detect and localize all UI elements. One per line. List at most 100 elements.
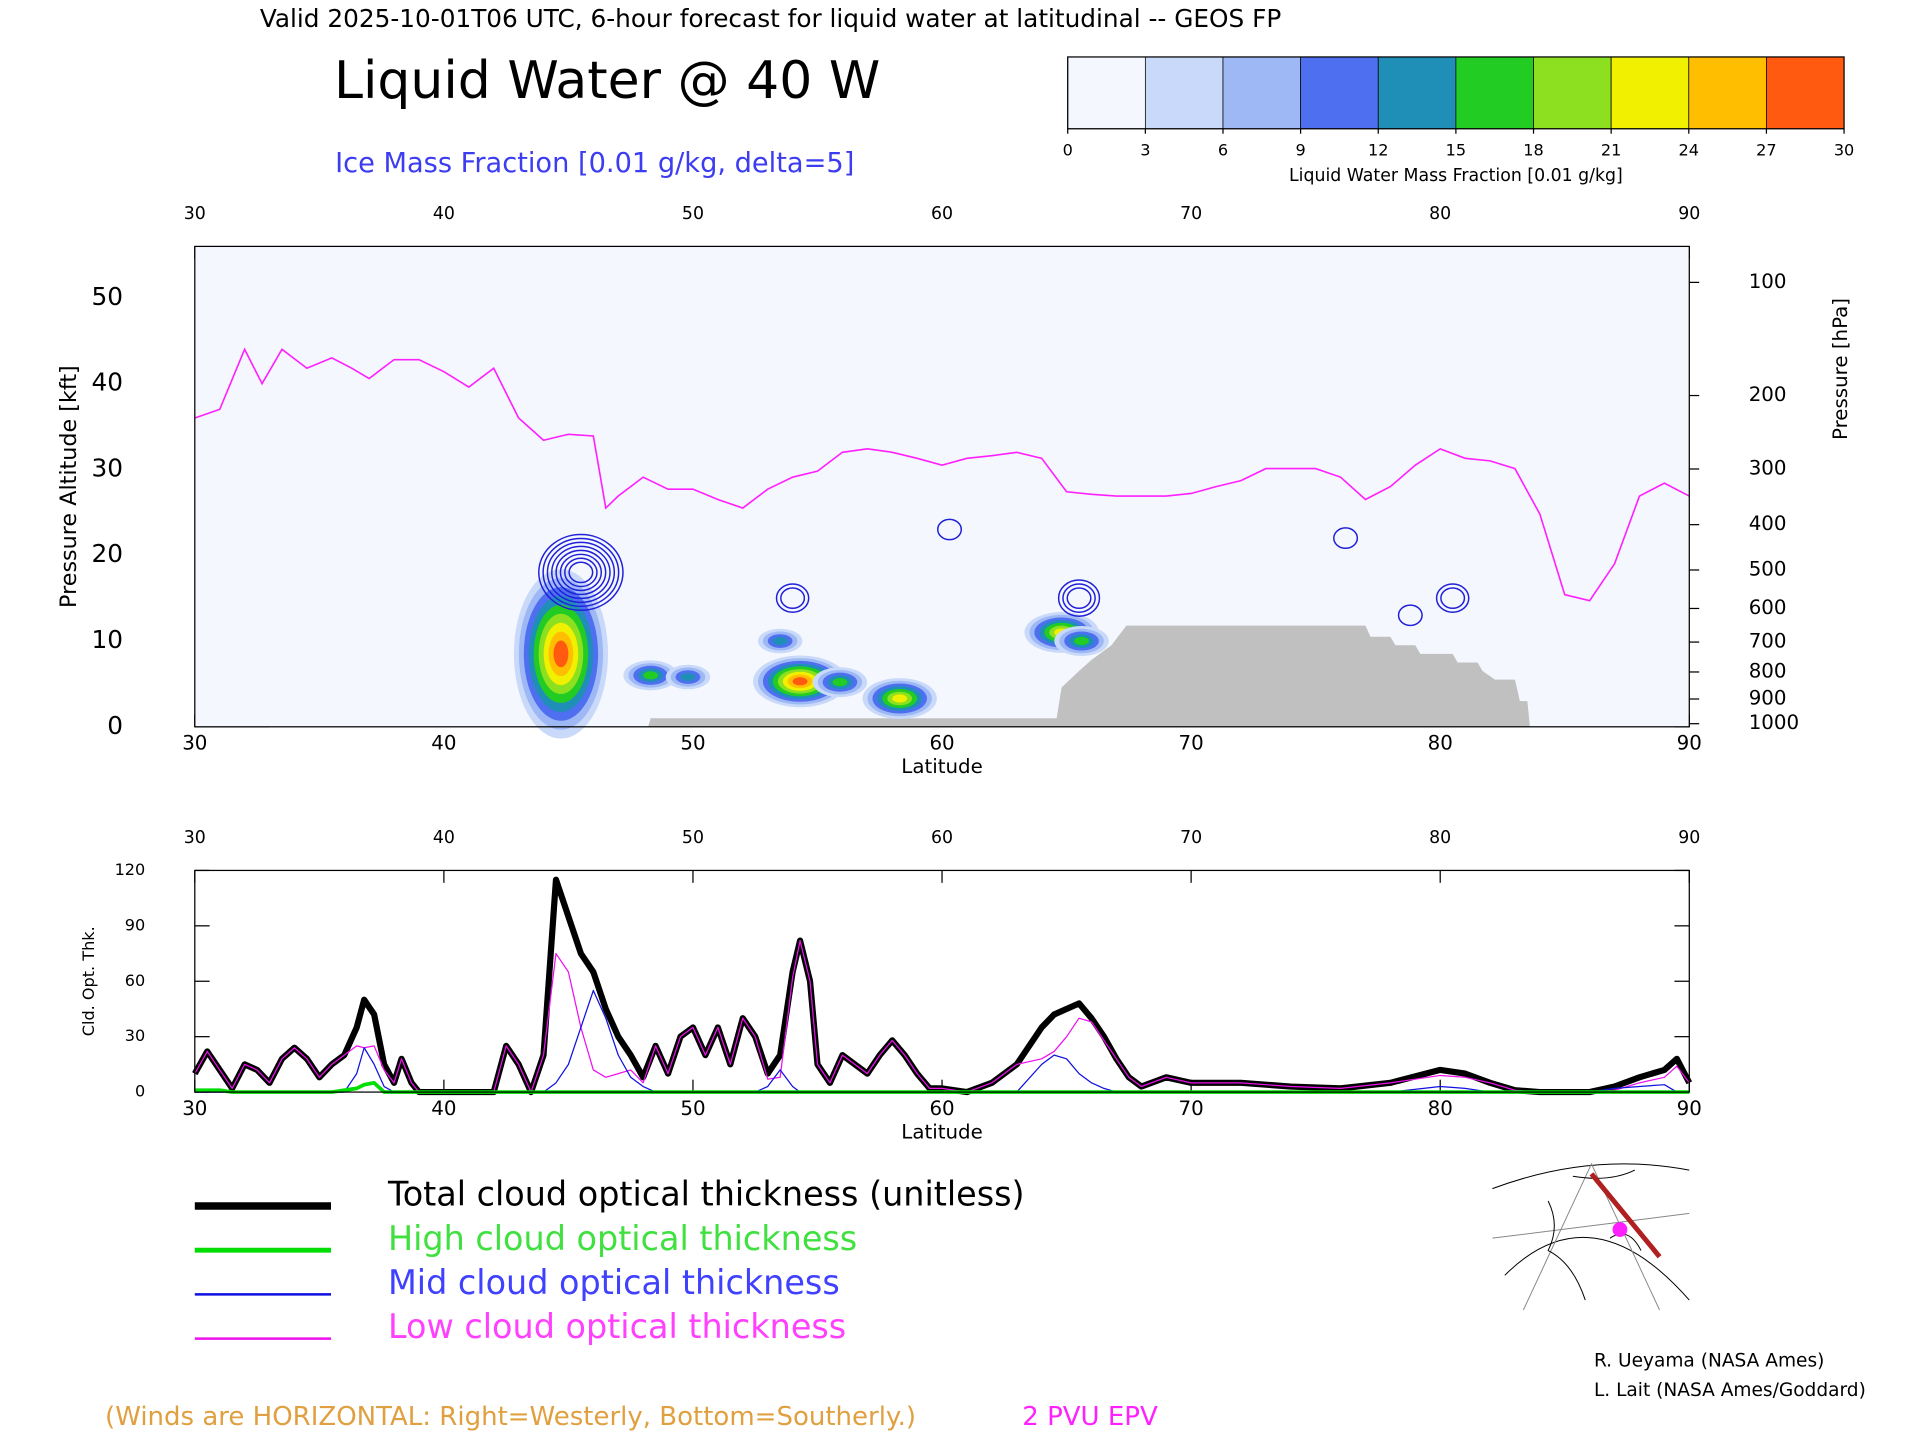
y2-tick-label: 200 [1749,383,1787,406]
colorbar-cell [1300,56,1379,130]
map-line [1492,1212,1690,1239]
x-tick-label: 40 [431,1097,456,1120]
y2-tick-label: 300 [1749,456,1787,479]
colorbar-tick-label: 12 [1368,141,1388,160]
x-tick-label: 40 [431,732,456,755]
y-tick-label: 40 [91,368,123,397]
ice-contour [775,583,810,613]
colorbar-tick-label: 18 [1523,141,1543,160]
terrain [648,625,1530,727]
liquid-water-peak [832,678,848,687]
legend-label: High cloud optical thickness [388,1219,857,1258]
liquid-water-peak [553,640,569,668]
y2-tick-label: 600 [1749,596,1787,619]
liquid-water-peak [1074,636,1089,646]
x-tick-label-top: 60 [931,828,953,848]
ice-contour [937,518,963,541]
x-tick-label-top: 50 [682,204,704,224]
y2-tick-label: 700 [1749,630,1787,653]
colorbar-tick-label: 30 [1834,141,1854,160]
x-tick-label-top: 30 [184,204,206,224]
x-tick-label: 90 [1677,1097,1702,1120]
ice-contour [555,549,607,596]
liquid-water-peak [892,694,908,703]
ice-contour [1066,587,1092,610]
ice-contour [551,545,611,600]
plot-frame [194,869,1690,1093]
legend-label: Low cloud optical thickness [388,1307,846,1346]
x-tick-label-top: 70 [1180,828,1202,848]
x-tick-label: 90 [1677,732,1702,755]
series-line [194,940,1690,1093]
epv-label: 2 PVU EPV [1022,1402,1158,1432]
valid-header: Valid 2025-10-01T06 UTC, 6-hour forecast… [260,4,1281,33]
ice-contour [1057,579,1101,617]
epv-line [194,347,1690,602]
colorbar-tick-label: 15 [1446,141,1466,160]
y-tick-label: 60 [125,971,145,990]
x-tick-label: 60 [929,1097,954,1120]
y-tick-label: 30 [91,453,123,482]
colorbar-cell [1377,56,1457,130]
x-tick-label: 30 [182,732,207,755]
x-tick-label-top: 50 [682,828,704,848]
y2-tick-label: 500 [1749,557,1787,580]
chart-title: Liquid Water @ 40 W [334,51,880,111]
colorbar-cell [1067,56,1146,130]
colorbar-label: Liquid Water Mass Fraction [0.01 g/kg] [1289,166,1623,186]
y2-tick-label: 900 [1749,686,1787,709]
x-tick-label: 30 [182,1097,207,1120]
ice-contour [1062,583,1096,613]
wind-note: (Winds are HORIZONTAL: Right=Westerly, B… [105,1402,916,1432]
colorbar-cell [1222,56,1301,130]
x-tick-label: 50 [680,1097,705,1120]
y-axis-label: Cld. Opt. Thk. [79,926,98,1036]
y2-tick-label: 800 [1749,659,1787,682]
y-tick-label: 50 [91,282,123,311]
x-tick-label: 60 [929,732,954,755]
y-tick-label: 90 [125,915,145,934]
credit: L. Lait (NASA Ames/Goddard) [1594,1380,1866,1401]
colorbar-tick-label: 3 [1140,141,1150,160]
colorbar-cell [1144,56,1224,130]
x-tick-label-top: 30 [184,828,206,848]
y2-tick-label: 400 [1749,512,1787,535]
legend-label: Total cloud optical thickness (unitless) [387,1175,1025,1214]
y-tick-label: 20 [91,539,123,568]
colorbar-tick-label: 24 [1679,141,1699,160]
colorbar-cell [1533,56,1612,130]
y2-axis-label: Pressure [hPa] [1829,298,1852,440]
ice-contour [542,537,620,608]
x-tick-label-top: 80 [1429,204,1451,224]
ice-contour [1333,527,1359,549]
x-tick-label: 80 [1428,732,1453,755]
x-tick-label-top: 40 [433,204,455,224]
ice-contour [1435,583,1470,613]
ice-contour [780,587,806,610]
legend-label: Mid cloud optical thickness [388,1263,840,1302]
colorbar-tick-label: 6 [1218,141,1228,160]
x-tick-label: 70 [1179,732,1204,755]
x-tick-label: 70 [1179,1097,1204,1120]
ice-contour [564,557,598,588]
liquid-water-peak [772,636,788,646]
y-tick-label: 120 [115,860,146,879]
y-tick-label: 30 [125,1026,145,1045]
y-tick-label: 0 [107,711,123,740]
map-track [1589,1172,1662,1259]
y-tick-label: 10 [91,625,123,654]
series-line [192,876,1693,1096]
colorbar-tick-label: 27 [1756,141,1776,160]
x-tick-label-top: 40 [433,828,455,848]
map-marker [1612,1222,1628,1237]
y-axis-label: Pressure Altitude [kft] [56,365,82,608]
ice-contour [1440,587,1466,610]
colorbar-frame [1067,56,1845,130]
ice-contour [546,541,616,604]
map-coast [1547,1169,1642,1301]
plot-frame [194,245,1690,728]
x-axis-label: Latitude [901,1120,982,1143]
plot-bg [194,246,1690,727]
